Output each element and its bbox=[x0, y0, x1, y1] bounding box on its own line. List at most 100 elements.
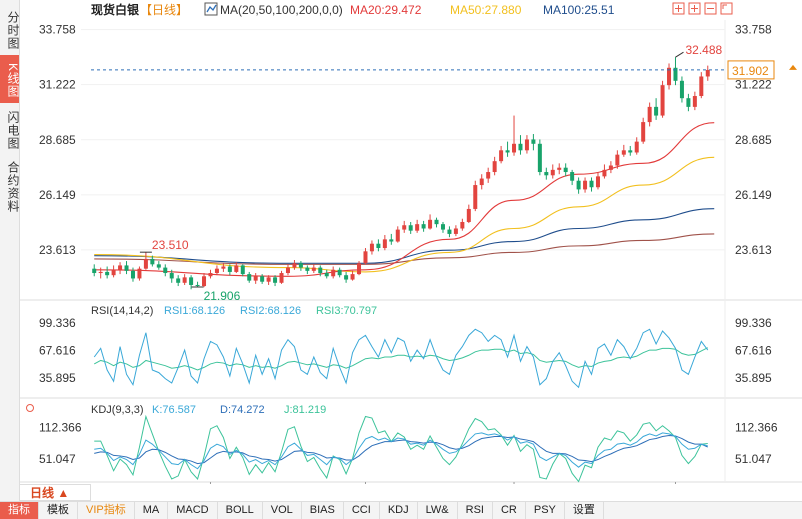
ma20-value: MA20:29.472 bbox=[350, 3, 422, 17]
price-tick-right: 31.222 bbox=[735, 78, 772, 92]
price-tick-right: 23.613 bbox=[735, 243, 772, 257]
d-value: D:74.272 bbox=[220, 404, 265, 416]
kdj-tick-left: 51.047 bbox=[39, 452, 76, 466]
kdj-params-label: KDJ(9,3,3) bbox=[91, 404, 144, 416]
candle-body bbox=[602, 169, 607, 177]
time-axis: 2024/022024/032024/042024/05 bbox=[209, 482, 676, 484]
grid bbox=[19, 20, 802, 483]
tab-timeshare[interactable]: 分时图 bbox=[6, 10, 20, 50]
fullscreen-icon-corner bbox=[722, 4, 727, 9]
candle-body bbox=[285, 267, 290, 274]
indicator-tab[interactable]: LW& bbox=[418, 502, 458, 519]
symbol-label: 现货白银 bbox=[91, 2, 140, 17]
candle-body bbox=[311, 267, 316, 271]
k-value: K:76.587 bbox=[152, 404, 196, 416]
zoom-out-icon[interactable] bbox=[704, 2, 717, 15]
indicator-tab[interactable]: VIP指标 bbox=[78, 502, 135, 519]
kdj-tick-right: 112.366 bbox=[735, 421, 778, 435]
current-price-box bbox=[727, 60, 775, 80]
zoom-in-icon[interactable] bbox=[688, 2, 701, 15]
candle-body bbox=[440, 224, 445, 230]
indicator-tab[interactable]: 设置 bbox=[565, 502, 604, 519]
crosshair-icon[interactable] bbox=[672, 2, 685, 15]
candle-body bbox=[512, 143, 517, 153]
period-selector[interactable]: 日线 ▲ bbox=[19, 484, 91, 501]
tab-lightning[interactable]: 闪电图 bbox=[6, 110, 20, 150]
indicator-tab[interactable]: KDJ bbox=[380, 502, 418, 519]
candle-body bbox=[363, 251, 368, 264]
rsi1-line bbox=[93, 328, 709, 389]
indicator-tab[interactable]: BIAS bbox=[302, 502, 344, 519]
candle-body bbox=[389, 239, 394, 242]
candle-body bbox=[499, 150, 504, 162]
candle-body bbox=[621, 150, 626, 155]
candle-body bbox=[473, 185, 478, 209]
indicator-tab[interactable]: RSI bbox=[458, 502, 493, 519]
price-tick-left: 28.685 bbox=[39, 133, 76, 147]
chart-type-icon-line bbox=[206, 4, 217, 13]
tab-kline[interactable]: K线图 bbox=[0, 55, 20, 103]
candle-body bbox=[686, 98, 691, 107]
price-tick-left: 33.758 bbox=[39, 23, 76, 37]
candle-body bbox=[337, 269, 342, 276]
candle-body bbox=[453, 228, 458, 234]
tab-contract-info[interactable]: 合约资料 bbox=[6, 161, 20, 213]
indicator-tab[interactable]: BOLL bbox=[218, 502, 263, 519]
candle-body bbox=[279, 273, 284, 283]
rsi-tick-left: 99.336 bbox=[39, 316, 76, 330]
candle-body bbox=[692, 96, 697, 107]
indicator-tab[interactable]: CR bbox=[493, 502, 526, 519]
indicator-settings-icon[interactable] bbox=[26, 404, 34, 412]
chart-type-icon[interactable] bbox=[204, 2, 218, 16]
rsi3-line bbox=[93, 347, 708, 371]
candle-body bbox=[150, 258, 155, 265]
candle-body bbox=[679, 80, 684, 99]
candle-body bbox=[434, 219, 439, 225]
indicator-tab[interactable]: CCI bbox=[344, 502, 380, 519]
ma100-line bbox=[94, 208, 715, 264]
candle-body bbox=[176, 278, 181, 283]
current-price-label: 31.902 bbox=[732, 64, 769, 78]
rsi1-value: RSI1:68.126 bbox=[164, 305, 225, 317]
candle-body bbox=[111, 269, 116, 276]
candle-body bbox=[518, 143, 523, 151]
kline-chart[interactable]: 现货白银 【日线】 MA(20,50,100,200,0,0) MA20:29.… bbox=[19, 0, 802, 484]
candle-body bbox=[202, 276, 207, 287]
candle-body bbox=[402, 225, 407, 230]
current-price-arrow-icon bbox=[789, 64, 797, 70]
candle-body bbox=[705, 69, 710, 77]
candle-body bbox=[298, 263, 303, 268]
ma200-line bbox=[94, 233, 715, 265]
candle-body bbox=[492, 161, 497, 173]
candle-body bbox=[156, 264, 161, 268]
candle-body bbox=[143, 258, 148, 269]
price-annotations: 31.902 32.488 21.906 23.510 bbox=[91, 43, 797, 303]
kdj-lines bbox=[94, 414, 708, 483]
candle-body bbox=[240, 265, 245, 275]
candle-body bbox=[266, 277, 271, 282]
kdj-tick-right: 51.047 bbox=[735, 452, 772, 466]
indicator-tab[interactable]: MACD bbox=[168, 502, 218, 519]
rsi-tick-right: 67.616 bbox=[735, 343, 772, 357]
candle-body bbox=[576, 180, 581, 190]
candle-body bbox=[395, 229, 400, 242]
candle-body bbox=[376, 243, 381, 249]
indicator-tab[interactable]: VOL bbox=[263, 502, 302, 519]
candle-body bbox=[531, 139, 536, 144]
d-line bbox=[94, 434, 708, 465]
candle-body bbox=[124, 265, 129, 271]
price-tick-left: 23.613 bbox=[39, 243, 76, 257]
indicator-tabbar: 指标 模板 VIP指标 MA MACD BOLL VOL BIAS CCI KDJ LW& RSI CR… bbox=[0, 501, 802, 519]
rsi-params-label: RSI(14,14,2) bbox=[91, 305, 153, 317]
candle-body bbox=[595, 176, 600, 188]
candle-body bbox=[369, 243, 374, 252]
fullscreen-icon[interactable] bbox=[720, 2, 733, 15]
candle-body bbox=[260, 276, 265, 282]
indicator-tab[interactable]: MA bbox=[135, 502, 169, 519]
candle-body bbox=[589, 180, 594, 188]
rsi3-value: RSI3:70.797 bbox=[316, 305, 377, 317]
indicator-tab[interactable]: 指标 bbox=[0, 502, 39, 519]
indicator-tab[interactable]: PSY bbox=[526, 502, 565, 519]
indicator-tab[interactable]: 模板 bbox=[39, 502, 78, 519]
candles bbox=[92, 57, 710, 290]
